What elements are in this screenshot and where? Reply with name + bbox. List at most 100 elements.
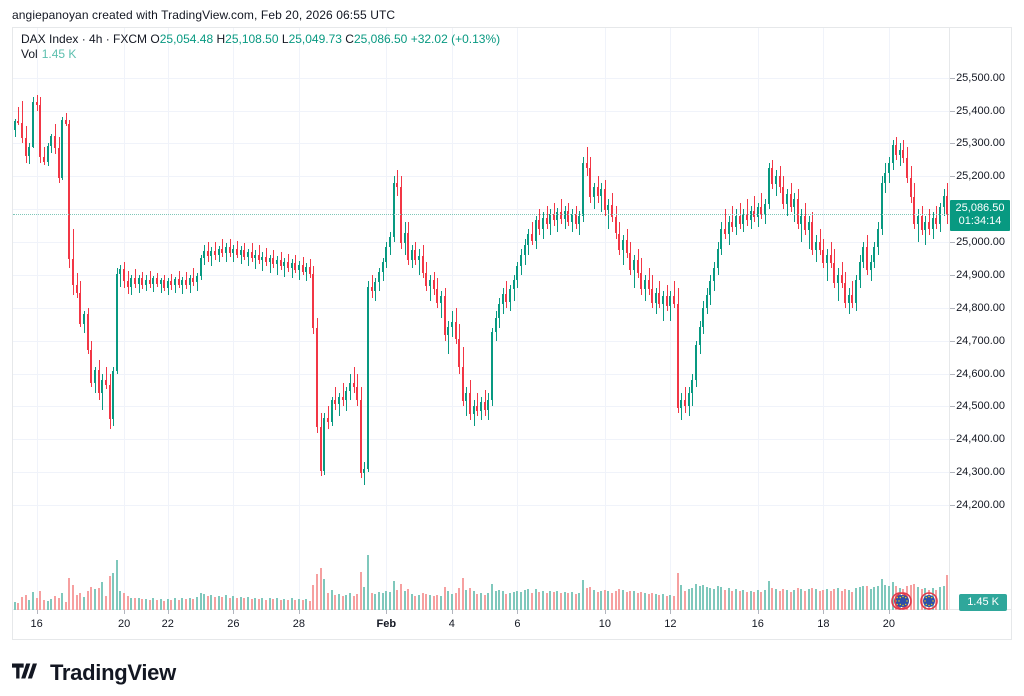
volume-bar xyxy=(800,589,803,610)
candle-body xyxy=(636,259,639,273)
candle-body xyxy=(261,256,264,261)
grid-line-vertical xyxy=(386,28,388,610)
candle-body xyxy=(144,279,147,286)
grid-line-vertical xyxy=(888,28,890,610)
candle-body xyxy=(654,292,657,303)
candle-body xyxy=(239,249,242,255)
candle-body xyxy=(895,144,898,155)
candle-wick xyxy=(747,199,748,226)
price-axis-tick xyxy=(950,439,955,441)
volume-bar xyxy=(319,568,322,610)
candle-body xyxy=(658,292,661,304)
volume-bar xyxy=(301,600,304,610)
volume-bar xyxy=(833,589,836,610)
candle-body xyxy=(815,242,818,250)
candle-body xyxy=(651,289,654,303)
volume-bar xyxy=(203,593,206,610)
volume-bar xyxy=(589,587,592,610)
volume-bar xyxy=(552,592,555,610)
candle-body xyxy=(177,278,180,285)
price-axis-tick xyxy=(950,77,955,79)
volume-bar xyxy=(381,593,384,610)
volume-bar xyxy=(46,600,49,610)
volume-bar xyxy=(771,588,774,610)
price-axis-tick-label: 24,600.00 xyxy=(956,367,1005,380)
price-axis-tick-label: 25,200.00 xyxy=(956,170,1005,183)
volume-bar xyxy=(836,587,839,610)
volume-bar xyxy=(866,586,869,610)
time-axis-tick-label: 20 xyxy=(882,618,896,630)
candle-body xyxy=(472,406,475,414)
candle-wick xyxy=(827,248,828,282)
volume-bar xyxy=(181,598,184,610)
candle-body xyxy=(946,196,949,214)
candle-body xyxy=(246,251,249,257)
eu-flag-marker[interactable] xyxy=(920,592,938,610)
candle-wick xyxy=(601,182,602,213)
candle-body xyxy=(72,259,75,286)
volume-bar xyxy=(42,599,45,610)
candle-body xyxy=(367,287,370,469)
volume-bar xyxy=(305,599,308,610)
volume-bar xyxy=(265,599,268,610)
volume-bar xyxy=(93,588,96,610)
volume-bar xyxy=(778,590,781,610)
candle-body xyxy=(257,254,260,261)
volume-bar xyxy=(210,595,213,610)
time-axis-tick xyxy=(670,610,672,614)
volume-bar xyxy=(454,592,457,610)
candle-body xyxy=(480,402,482,411)
candle-body xyxy=(272,258,275,265)
candle-wick xyxy=(674,281,675,308)
candle-body xyxy=(917,215,920,224)
volume-bar xyxy=(170,599,173,610)
candle-wick xyxy=(732,205,733,233)
volume-bar xyxy=(880,578,883,610)
time-axis[interactable]: 16 20 22 26 28 Feb 4 6 10 12 16 18 20 xyxy=(13,609,1011,639)
volume-bar xyxy=(225,594,228,610)
eu-flag-marker[interactable] xyxy=(894,592,913,610)
volume-value-tag: 1.45 K xyxy=(959,594,1007,611)
candle-body xyxy=(687,393,690,407)
candle-body xyxy=(429,279,431,287)
candle-body xyxy=(607,204,610,211)
volume-bar xyxy=(163,600,166,610)
chart-frame: DAX Index · 4h · FXCM O25,054.48 H25,108… xyxy=(12,27,1012,640)
candle-body xyxy=(86,314,89,350)
volume-bar xyxy=(498,589,501,610)
candle-body xyxy=(206,251,209,256)
candle-wick xyxy=(794,192,795,223)
volume-bar xyxy=(713,588,716,610)
volume-bar xyxy=(596,591,599,610)
candle-body xyxy=(512,280,515,290)
candle-body xyxy=(203,251,206,259)
candle-body xyxy=(192,277,195,283)
volume-bar xyxy=(785,590,788,610)
volume-bar xyxy=(538,592,541,610)
volume-bar xyxy=(53,596,56,610)
tradingview-brand-text: TradingView xyxy=(50,660,176,685)
candle-body xyxy=(694,345,697,381)
volume-bar xyxy=(855,588,858,610)
candle-body xyxy=(643,279,646,290)
volume-bar xyxy=(414,595,417,610)
volume-bar xyxy=(822,589,825,610)
price-axis[interactable]: 25,500.0025,400.0025,300.0025,200.0025,1… xyxy=(949,28,1011,611)
candle-body xyxy=(115,274,118,371)
candle-wick xyxy=(120,265,121,288)
tradingview-logo-icon xyxy=(12,661,42,686)
grid-line-horizontal xyxy=(13,472,949,474)
volume-bar xyxy=(818,591,821,610)
time-axis-tick xyxy=(604,610,606,614)
candle-body xyxy=(924,222,927,231)
candle-body xyxy=(909,177,912,198)
candle-wick xyxy=(106,366,107,390)
chart-plot-area[interactable] xyxy=(13,28,949,610)
candle-body xyxy=(545,217,548,224)
volume-bar xyxy=(206,596,209,610)
volume-bar xyxy=(232,596,235,610)
candle-body xyxy=(574,213,577,224)
volume-bar xyxy=(72,584,75,610)
candle-body xyxy=(294,263,297,270)
candle-wick xyxy=(211,246,212,266)
